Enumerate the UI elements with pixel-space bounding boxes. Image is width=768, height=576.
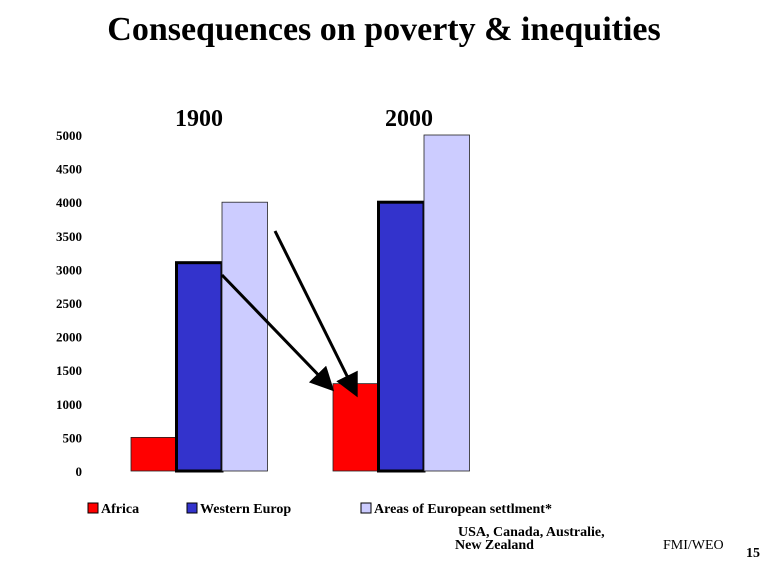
bar-western-europ-1900 [175, 261, 224, 473]
legend-swatch [87, 502, 99, 514]
y-tick-label: 2500 [56, 296, 82, 311]
bar-western-europ-2000 [377, 200, 426, 473]
y-tick-label: 500 [63, 430, 83, 445]
bar-africa-1900 [130, 436, 177, 472]
legend-label: Western Europ [200, 502, 291, 517]
footnote-line-2: New Zealand [455, 538, 534, 553]
y-tick-label: 4000 [56, 195, 82, 210]
chart-title: Consequences on poverty & inequities [107, 11, 660, 48]
y-tick-label: 1000 [56, 397, 82, 412]
y-tick-label: 0 [76, 464, 83, 479]
footnote-line-1: USA, Canada, Australie, [458, 525, 605, 540]
arrows [220, 230, 358, 398]
y-tick-label: 2000 [56, 330, 82, 345]
y-tick-label: 1500 [56, 363, 82, 378]
bar-areas-of-european-settlment--2000 [423, 134, 470, 472]
y-tick-label: 3000 [56, 262, 82, 277]
page-number: 15 [746, 546, 760, 561]
legend-swatch [360, 502, 372, 514]
source-label: FMI/WEO [663, 538, 724, 553]
y-tick-label: 4500 [56, 162, 82, 177]
legend-swatch [186, 502, 198, 514]
bar-africa-2000 [332, 383, 379, 472]
y-tick-label: 5000 [56, 128, 82, 143]
category-label: 1900 [175, 106, 223, 132]
arrow-western-to-africa [220, 273, 335, 392]
legend-label: Africa [101, 502, 139, 517]
y-tick-label: 3500 [56, 229, 82, 244]
category-label: 2000 [385, 106, 433, 132]
arrow-settlement-to-africa [273, 230, 358, 398]
bar-areas-of-european-settlment--1900 [221, 201, 268, 472]
legend-label: Areas of European settlment* [374, 502, 552, 517]
